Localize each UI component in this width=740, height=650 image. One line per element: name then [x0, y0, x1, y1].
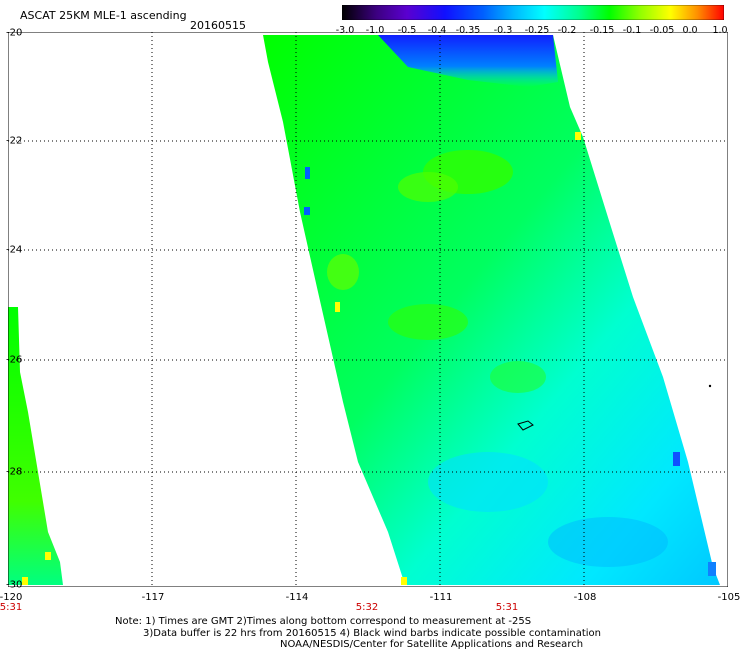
colorbar-tick-label: -0.2	[557, 25, 577, 36]
lat-label: -24	[6, 244, 23, 256]
lat-label: -20	[6, 27, 23, 39]
lat-label: -26	[6, 354, 23, 366]
lon-label: -114	[285, 592, 309, 603]
colorbar-tick-label: -0.3	[493, 25, 513, 36]
colorbar-tick-label: -0.4	[427, 25, 447, 36]
main-swath	[263, 35, 720, 585]
colorbar-tick-label: 1.0	[712, 25, 728, 36]
colorbar-tick-label: -0.5	[397, 25, 417, 36]
colorbar-tick-label: -0.1	[622, 25, 642, 36]
product-date: 20160515	[190, 19, 246, 32]
colorbar	[342, 5, 724, 20]
swath-blue-region	[378, 35, 558, 87]
time-label: 5:31	[495, 602, 519, 613]
colorbar-tick-label: -0.35	[455, 25, 481, 36]
time-label: 5:32	[355, 602, 379, 613]
colorbar-tick-label: -1.0	[365, 25, 385, 36]
colorbar-tick-label: -0.25	[524, 25, 550, 36]
lat-label: -22	[6, 135, 23, 147]
lon-label: -111	[429, 592, 453, 603]
time-label: 5:31	[0, 602, 23, 613]
left-swath	[8, 307, 63, 585]
note-line-2: 3)Data buffer is 22 hrs from 20160515 4)…	[143, 628, 601, 639]
lon-label: -108	[573, 592, 597, 603]
colorbar-tick-label: -0.05	[649, 25, 675, 36]
note-line-1: Note: 1) Times are GMT 2)Times along bot…	[115, 616, 532, 627]
lon-label: -120	[0, 592, 23, 603]
note-line-3: NOAA/NESDIS/Center for Satellite Applica…	[280, 639, 584, 650]
lon-label: -105	[717, 592, 740, 603]
colorbar-tick-label: -3.0	[335, 25, 355, 36]
colorbar-tick-label: 0.0	[682, 25, 698, 36]
lat-label: -30	[6, 579, 23, 591]
lat-label: -28	[6, 466, 23, 478]
colorbar-tick-label: -0.15	[589, 25, 615, 36]
swath-map	[8, 32, 728, 587]
graticule	[8, 32, 728, 587]
product-title: ASCAT 25KM MLE-1 ascending	[20, 9, 187, 22]
lon-label: -117	[141, 592, 165, 603]
